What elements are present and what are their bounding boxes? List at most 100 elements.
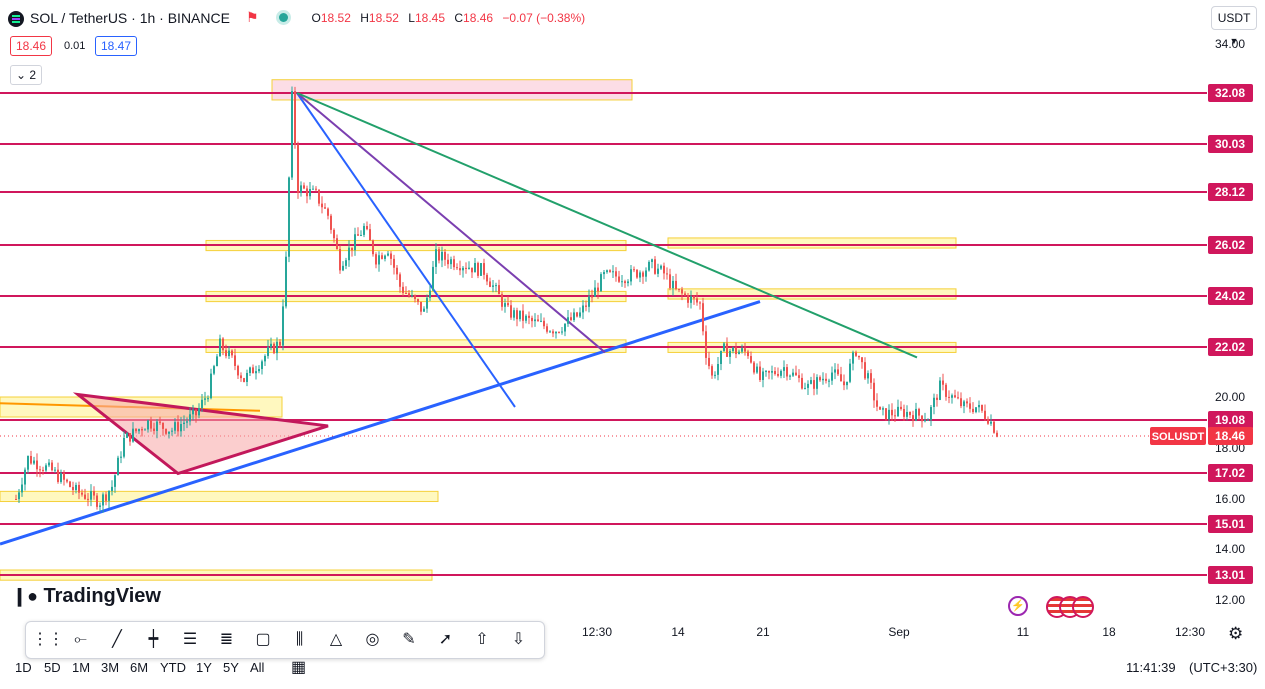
candle-body — [315, 188, 317, 190]
indicators-toggle[interactable]: ⌄ 2 — [10, 65, 43, 85]
x-tick-label: 21 — [756, 625, 770, 639]
drawing-toolbar[interactable]: ⋮⋮ ⟜ ╱ ┿ ☰ ≣ ▢ ⫼ △ ◎ ✎ ➚ ⇧ ⇩ — [25, 621, 545, 659]
candle-body — [351, 247, 353, 251]
tradingview-logo-icon: ❙● — [12, 586, 38, 606]
fib-extension-icon[interactable]: ≣ — [219, 631, 234, 648]
rectangle-icon[interactable]: ▢ — [255, 631, 271, 648]
candle-body — [84, 494, 86, 499]
buy-price-button[interactable]: 18.47 — [95, 36, 138, 56]
dividend-event-icon[interactable]: ⚡ — [1008, 596, 1028, 616]
arrow-icon[interactable]: ➚ — [438, 631, 453, 648]
candle-body — [390, 253, 392, 259]
candle-body — [453, 259, 455, 268]
range-button-1d[interactable]: 1D — [15, 660, 32, 675]
candle-body — [132, 428, 134, 442]
candle-body — [669, 274, 671, 289]
us-flag-event-icon[interactable] — [1072, 596, 1094, 618]
timezone-button[interactable]: (UTC+3:30) — [1189, 660, 1258, 675]
candle-body — [885, 408, 887, 420]
symbol-title[interactable]: SOL / TetherUS · 1h · BINANCE — [30, 9, 230, 26]
candle-body — [918, 408, 920, 416]
candle-body — [828, 380, 830, 382]
candle-body — [276, 341, 278, 354]
candle-body — [114, 475, 116, 487]
candle-body — [882, 408, 884, 410]
candle-body — [459, 268, 461, 271]
horizontal-ray-icon[interactable]: ⟜ — [74, 631, 87, 648]
purple-descending-line[interactable] — [296, 92, 606, 354]
range-button-ytd[interactable]: YTD — [160, 660, 186, 675]
candle-body — [462, 267, 464, 271]
level-price-label-bg — [1208, 464, 1253, 482]
candle-body — [279, 341, 281, 346]
candle-body — [933, 397, 935, 408]
brush-icon[interactable]: ✎ — [402, 631, 416, 648]
candle-body — [696, 298, 698, 303]
range-button-6m[interactable]: 6M — [130, 660, 149, 675]
candle-body — [876, 400, 878, 407]
candle-body — [204, 398, 206, 400]
candle-body — [384, 255, 386, 259]
candle-body — [48, 462, 50, 466]
range-button-1y[interactable]: 1Y — [196, 660, 212, 675]
candle-body — [96, 495, 98, 507]
candle-body — [912, 415, 914, 421]
candle-body — [150, 420, 152, 429]
tradingview-watermark[interactable]: ❙● TradingView — [12, 585, 161, 608]
tradingview-wordmark: TradingView — [43, 585, 161, 607]
currency-button[interactable]: USDT ▼ — [1211, 6, 1257, 46]
candle-body — [318, 189, 320, 204]
candle-body — [153, 428, 155, 431]
candle-body — [555, 331, 557, 334]
range-button-5d[interactable]: 5D — [44, 660, 61, 675]
candle-body — [369, 229, 371, 241]
level-price-label: 15.01 — [1215, 517, 1245, 531]
candle-body — [447, 259, 449, 265]
green-descending-line[interactable] — [296, 92, 918, 359]
candle-body — [723, 343, 725, 351]
arrow-down-icon[interactable]: ⇩ — [511, 631, 526, 648]
market-status-icon — [278, 13, 288, 22]
support-resistance-zone[interactable] — [0, 490, 439, 503]
arrow-up-icon[interactable]: ⇧ — [475, 631, 489, 648]
parallel-channel-icon[interactable]: ⫼ — [295, 631, 304, 648]
fib-retracement-icon[interactable]: ☰ — [182, 631, 198, 648]
candle-body — [546, 326, 548, 332]
candle-body — [297, 144, 299, 193]
ascending-trend-line[interactable] — [0, 300, 761, 546]
candle-body — [987, 418, 989, 424]
vertical-line-icon[interactable]: ┿ — [148, 631, 159, 648]
flag-icon[interactable]: ⚑ — [245, 9, 259, 25]
range-button-5y[interactable]: 5Y — [223, 660, 239, 675]
candle-body — [507, 303, 509, 306]
circle-icon[interactable]: ◎ — [365, 631, 380, 648]
candle-body — [552, 331, 554, 334]
candle-body — [207, 398, 209, 400]
candle-body — [678, 288, 680, 290]
support-resistance-zone[interactable] — [271, 79, 633, 101]
candle-body — [306, 188, 308, 197]
support-resistance-zone[interactable] — [667, 237, 957, 249]
range-button-1m[interactable]: 1M — [72, 660, 91, 675]
sell-price-button[interactable]: 18.46 — [10, 36, 53, 56]
candle-body — [951, 395, 953, 398]
trend-line-icon[interactable]: ╱ — [112, 631, 122, 648]
drag-handle-icon[interactable]: ⋮⋮ — [32, 631, 64, 648]
pattern-icon[interactable]: △ — [329, 631, 343, 648]
range-button-3m[interactable]: 3M — [101, 660, 120, 675]
candle-body — [624, 281, 626, 284]
support-resistance-zone[interactable] — [667, 288, 957, 300]
blue-descending-line[interactable] — [296, 92, 516, 408]
candle-body — [156, 421, 158, 431]
candle-body — [627, 281, 629, 284]
candle-body — [561, 331, 563, 333]
candle-body — [759, 366, 761, 381]
candle-body — [579, 312, 581, 317]
candle-body — [969, 403, 971, 409]
spread-value: 0.01 — [64, 40, 86, 52]
range-button-all[interactable]: All — [250, 660, 265, 675]
candle-body — [621, 281, 623, 283]
settings-gear-icon[interactable]: ⚙ — [1228, 624, 1244, 643]
date-range-picker-icon[interactable]: ▦ — [291, 659, 307, 676]
